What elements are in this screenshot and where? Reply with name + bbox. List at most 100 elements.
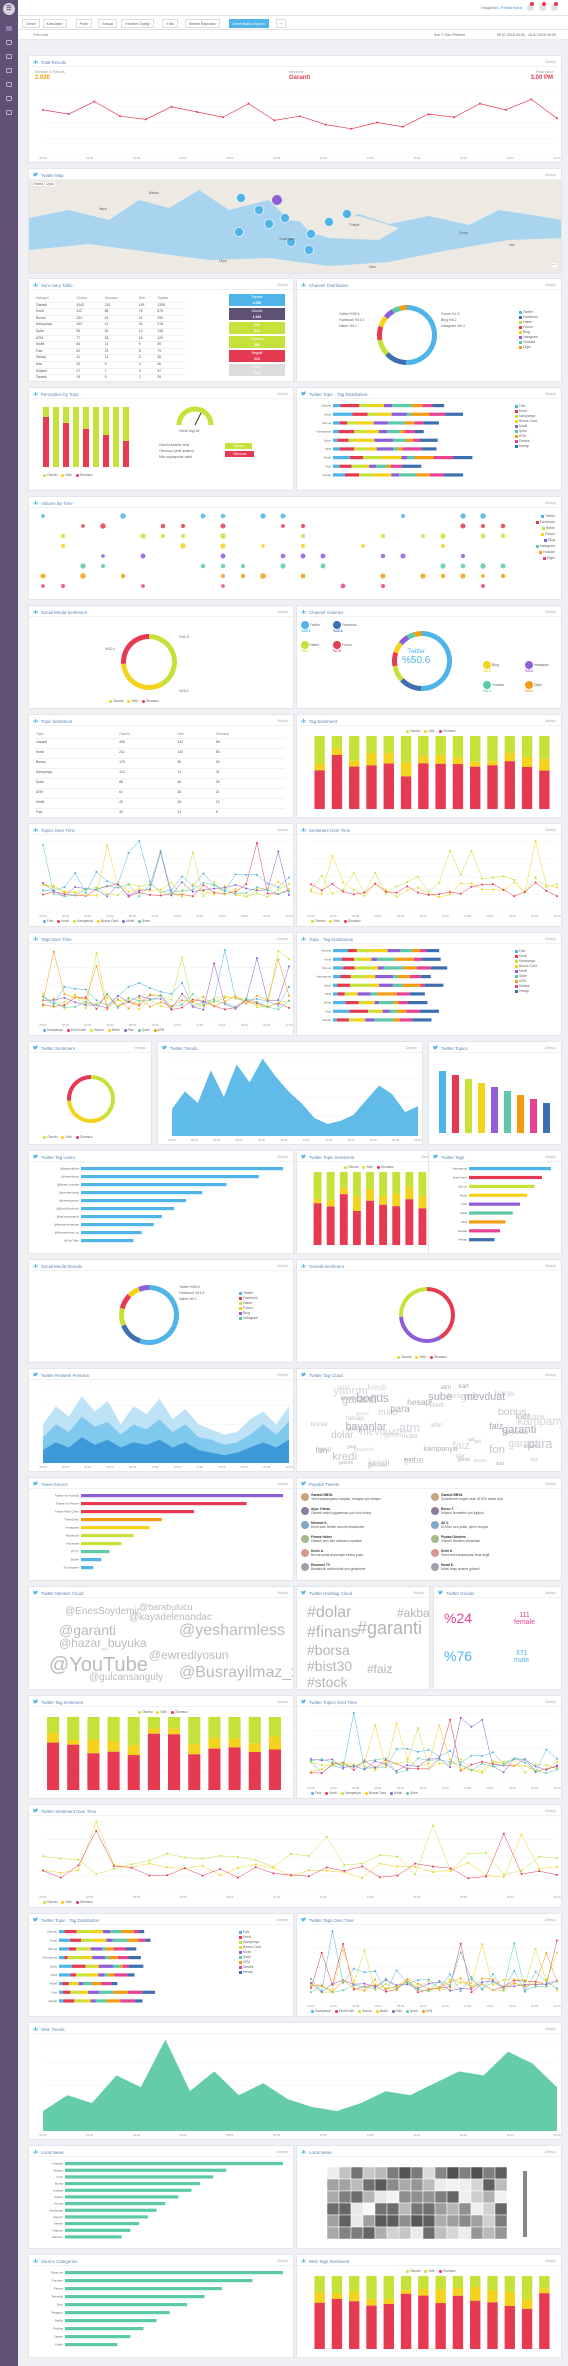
- legend-item[interactable]: Diğer: [519, 345, 531, 349]
- legend-item[interactable]: Nötr: [127, 699, 138, 703]
- details-link[interactable]: Detaylı: [134, 1045, 146, 1050]
- table-row[interactable]: Garanti 1043 210 145 1398: [35, 302, 185, 310]
- legend-item[interactable]: Youtube: [519, 340, 535, 344]
- legend-item[interactable]: Olumlu: [109, 699, 123, 703]
- tag-cloud-word[interactable]: destek: [522, 1411, 546, 1421]
- column-header[interactable]: Olumsuz: [214, 732, 285, 739]
- tag-cloud-word[interactable]: atm: [440, 1383, 452, 1391]
- tweet-item[interactable]: Finans Haber Garanti yeni faiz oranlarını…: [311, 1535, 362, 1543]
- tag-cloud-word[interactable]: şube: [403, 1455, 424, 1466]
- settings-icon[interactable]: [6, 68, 12, 73]
- tweet-author[interactable]: Murat E.: [441, 1563, 455, 1567]
- tweet-item[interactable]: Garanti BBVA Yeni kampanyamız başladı, de…: [311, 1493, 382, 1501]
- tag-cloud-word[interactable]: kredi: [340, 1394, 356, 1402]
- legend-item[interactable]: Faiz: [123, 1028, 134, 1032]
- tag-cloud-word[interactable]: genel: [367, 1460, 388, 1470]
- legend-item[interactable]: Olumsuz: [75, 1135, 93, 1139]
- tag-cloud-word[interactable]: kredi: [332, 1450, 358, 1463]
- legend-item[interactable]: Twitter: [519, 310, 533, 314]
- details-link[interactable]: Detaylı: [544, 1808, 556, 1813]
- report-icon[interactable]: [6, 40, 12, 45]
- details-link[interactable]: Detaylı: [544, 172, 556, 177]
- tag-cloud-word[interactable]: fon: [315, 1444, 328, 1455]
- tag-cloud-word[interactable]: bonus: [497, 1406, 527, 1418]
- tag-cloud-word[interactable]: kar: [456, 1453, 465, 1461]
- tab-3[interactable]: Sosyal: [98, 19, 117, 28]
- tab-5[interactable]: Yıllık: [162, 19, 179, 28]
- details-link[interactable]: Detaylı: [544, 718, 556, 723]
- tag-cloud-word[interactable]: kredi: [429, 1402, 444, 1410]
- legend-item[interactable]: Youtube: [538, 550, 555, 554]
- users-icon[interactable]: [6, 82, 12, 87]
- details-link[interactable]: Detaylı: [544, 1263, 556, 1268]
- mention-word[interactable]: @hazar_buyuka: [59, 1636, 147, 1650]
- table-row[interactable]: Müşteri 27 7 3 37: [35, 368, 185, 376]
- avatar[interactable]: [301, 1521, 309, 1529]
- details-link[interactable]: Detaylı: [544, 1699, 556, 1704]
- legend-item[interactable]: Bonus Card: [96, 919, 118, 923]
- tag-cloud-word[interactable]: kart: [458, 1383, 469, 1390]
- table-row[interactable]: Kredi 211 134 55: [35, 748, 285, 759]
- hashtag-word[interactable]: #finans: [307, 1624, 359, 1641]
- tab-2[interactable]: Profil: [75, 19, 92, 28]
- legend-item[interactable]: Olumlu: [43, 1135, 57, 1139]
- tag-cloud-word[interactable]: bayanlar: [345, 1421, 387, 1434]
- legend-item[interactable]: Destek: [515, 439, 530, 443]
- avatar[interactable]: [431, 1549, 439, 1557]
- map-mode-harita[interactable]: Harita: [33, 182, 45, 186]
- legend-item[interactable]: Mobil: [515, 424, 527, 428]
- tag-cloud-word[interactable]: garanti: [341, 1394, 377, 1407]
- table-row[interactable]: Faiz 52 19 8 79: [35, 348, 185, 356]
- tag-cloud-word[interactable]: altın: [347, 1424, 363, 1434]
- avatar[interactable]: [431, 1521, 439, 1529]
- mention-word[interactable]: @barabulucu: [139, 1602, 193, 1612]
- legend-item[interactable]: ATM: [153, 1028, 164, 1032]
- legend-item[interactable]: Destek: [239, 1965, 254, 1969]
- tweet-author[interactable]: Selin K.: [441, 1549, 454, 1553]
- filter-add-button[interactable]: Filter Add: [33, 33, 49, 37]
- details-link[interactable]: Detaylı: [544, 609, 556, 614]
- tag-cloud-word[interactable]: genel: [457, 1456, 470, 1463]
- tweet-item[interactable]: Burcu T. Müşteri hizmetleri çok ilgiliydi: [441, 1507, 484, 1515]
- hashtag-word[interactable]: #faiz: [367, 1662, 393, 1676]
- details-link[interactable]: Detaylı: [544, 1590, 556, 1595]
- tweet-item[interactable]: Piyasa Gündem Garanti hisseleri yükselişt…: [441, 1535, 481, 1543]
- tweet-author[interactable]: Garanti BBVA: [441, 1493, 463, 1497]
- map-mode-uydu[interactable]: Uydu: [45, 182, 55, 186]
- tag-cloud-word[interactable]: kampanya: [517, 1415, 561, 1428]
- legend-item[interactable]: Faiz: [311, 1791, 321, 1795]
- legend-item[interactable]: Faiz: [43, 919, 53, 923]
- avatar[interactable]: [431, 1563, 439, 1571]
- tweet-item[interactable]: Mehmet K. Kredi kartı limitim artırıldı t…: [311, 1521, 365, 1529]
- tag-cloud-word[interactable]: euro: [403, 1456, 415, 1463]
- user-greeting[interactable]: Hoşgeldin, Ferhat Kara: [481, 5, 522, 10]
- legend-item[interactable]: Olumsuz: [75, 473, 93, 477]
- column-header[interactable]: Kategori: [35, 296, 76, 303]
- tag-cloud-word[interactable]: gel: [468, 1437, 475, 1443]
- hashtag-word[interactable]: #bist30: [307, 1658, 353, 1674]
- legend-item[interactable]: Olumsuz: [429, 1355, 447, 1359]
- tweet-author[interactable]: Ali V.: [441, 1521, 449, 1525]
- legend-item[interactable]: Nötr: [156, 1710, 167, 1714]
- legend-item[interactable]: Twitter: [541, 514, 555, 518]
- channel-item[interactable]: Instagram %5.4: [525, 661, 550, 673]
- legend-item[interactable]: Instagram: [535, 544, 555, 548]
- details-link[interactable]: Detaylı: [544, 1481, 556, 1486]
- avatar[interactable]: [301, 1549, 309, 1557]
- details-link[interactable]: Detaylı: [276, 1372, 288, 1377]
- tag-cloud-word[interactable]: borsa: [494, 1388, 515, 1398]
- column-header[interactable]: Toplam: [156, 296, 185, 303]
- legend-item[interactable]: Faiz: [515, 949, 525, 953]
- details-link[interactable]: Detaylı: [544, 2026, 556, 2031]
- tab-4[interactable]: Yönetim Grafiği: [120, 19, 154, 28]
- table-row[interactable]: ATM 77 25 18 120: [35, 335, 185, 343]
- details-link[interactable]: Detaylı: [276, 391, 288, 396]
- tag-cloud-word[interactable]: kart: [401, 1428, 411, 1435]
- legend-item[interactable]: Forum: [519, 325, 533, 329]
- legend-item[interactable]: Mobil: [390, 1791, 402, 1795]
- details-link[interactable]: Detaylı: [544, 391, 556, 396]
- legend-item[interactable]: Haber: [239, 1301, 252, 1305]
- table-row[interactable]: Kampanya 163 21 34 218: [35, 321, 185, 329]
- details-link[interactable]: Detaylı: [544, 59, 556, 64]
- column-header[interactable]: Nötr: [137, 296, 157, 303]
